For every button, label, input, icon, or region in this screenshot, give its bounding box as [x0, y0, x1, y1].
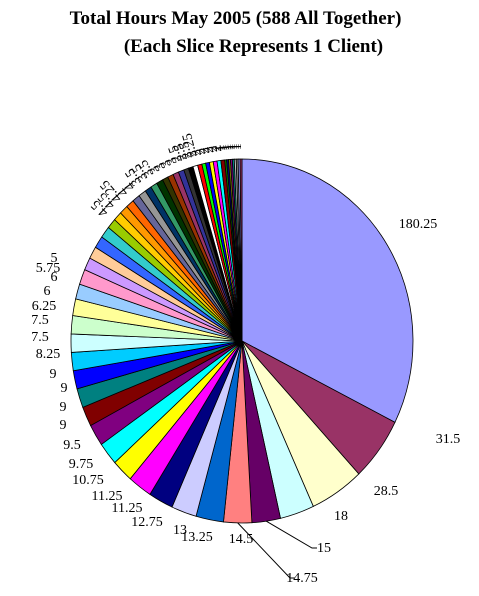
label-leader-line: [266, 520, 317, 549]
slice-label: 2.5: [166, 143, 186, 164]
slice-label: 1: [226, 143, 241, 150]
slice-label: 9: [60, 418, 67, 433]
slice-label: 9.5: [63, 438, 81, 453]
slice-label: 2: [205, 145, 221, 154]
slice-label: 9: [61, 381, 68, 396]
slice-label: 9.75: [69, 457, 94, 472]
slice-label: 11.25: [92, 489, 123, 504]
slice-label: 5: [51, 251, 58, 266]
slice-label: 7.5: [31, 313, 49, 328]
slice-label: 3.5: [136, 157, 158, 180]
slice-label: 14.5: [229, 532, 254, 547]
slice-label: 2: [193, 147, 209, 157]
slice-label: 9: [50, 367, 57, 382]
slice-label: 180.25: [399, 217, 438, 232]
slice-label: 9: [60, 400, 67, 415]
slice-label: 11.25: [112, 501, 143, 516]
slice-label: 6: [44, 284, 51, 299]
slice-label: 14.75: [286, 571, 318, 586]
slice-label: 1: [224, 143, 239, 151]
chart-title: Total Hours May 2005 (588 All Together): [69, 8, 402, 29]
pie-slice: [239, 158, 243, 342]
slice-label: 6.25: [32, 299, 57, 314]
slice-label: 1: [213, 144, 229, 152]
pie-slice: [241, 158, 414, 423]
slice-label: 13: [173, 523, 187, 538]
chart-subtitle: (Each Slice Represents 1 Client): [123, 36, 384, 57]
slice-label: 12.75: [131, 515, 163, 530]
slice-label: 2: [201, 145, 217, 154]
slice-label: 1: [221, 143, 236, 151]
slice-label: 6: [51, 270, 58, 285]
slice-label: 1: [219, 143, 234, 151]
slice-label: 1: [230, 143, 245, 150]
slice-label: 15: [317, 541, 331, 556]
slice-label: 2.5: [177, 140, 196, 161]
slice-label: 18: [334, 509, 348, 524]
slice-label: 1: [215, 144, 231, 152]
label-leader-line: [237, 522, 295, 579]
slice-label: 3: [164, 155, 181, 167]
slice-label: 2: [189, 147, 205, 157]
slice-label: 2.25: [180, 132, 201, 159]
slice-label: 13.25: [181, 530, 213, 545]
pie-slices: [70, 158, 414, 524]
slice-label: 2: [197, 146, 213, 156]
slice-label: 2.5: [171, 141, 191, 162]
slice-label: 8.25: [36, 347, 61, 362]
slice-label: 10.75: [72, 473, 104, 488]
slice-label: 2: [210, 144, 226, 153]
slice-label: 1: [228, 143, 243, 150]
slice-label: 31.5: [436, 432, 461, 447]
slice-label: 28.5: [374, 484, 399, 499]
pie-labels: 180.2531.528.5181514.7514.513.251312.751…: [31, 132, 460, 586]
slice-label: 5.75: [36, 261, 61, 276]
slice-label: 7.5: [31, 330, 49, 345]
slice-label: 1: [217, 144, 232, 152]
